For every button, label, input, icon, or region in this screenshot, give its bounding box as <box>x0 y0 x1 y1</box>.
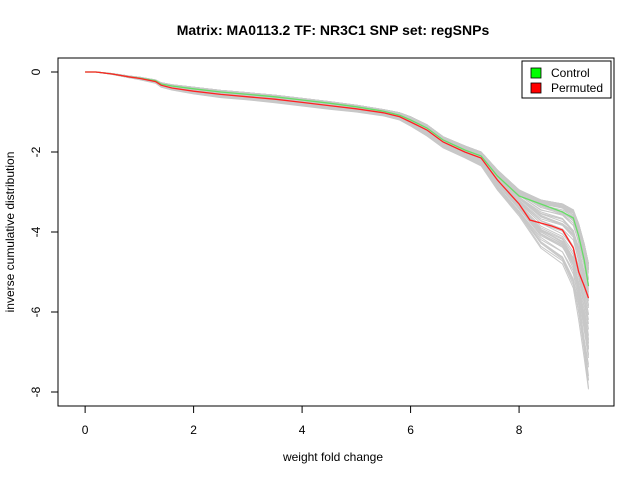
y-tick-label: -4 <box>29 226 43 237</box>
legend: Control Permuted <box>521 60 612 99</box>
x-tick-label: 4 <box>299 423 306 437</box>
permutation-line <box>85 71 589 265</box>
permutation-line <box>85 71 589 268</box>
x-tick-label: 0 <box>82 423 89 437</box>
permutation-line <box>85 71 589 265</box>
series-line-permuted <box>85 71 590 299</box>
permutation-line <box>85 71 589 269</box>
permutation-line <box>85 71 589 350</box>
y-tick-label: -8 <box>29 386 43 397</box>
permutation-line <box>85 71 589 265</box>
permutation-line <box>85 71 589 356</box>
chart-title: Matrix: MA0113.2 TF: NR3C1 SNP set: regS… <box>177 22 490 38</box>
legend-swatch-control <box>530 67 542 79</box>
permutation-line <box>85 71 589 265</box>
y-tick-label: 0 <box>29 68 43 75</box>
permutation-line <box>85 71 589 267</box>
permutation-line <box>85 71 589 365</box>
x-tick-label: 6 <box>407 423 414 437</box>
permutation-line <box>85 71 589 265</box>
permutation-line <box>85 71 589 269</box>
y-axis-label: inverse cumulative distribution <box>3 152 17 313</box>
y-tick-label: -6 <box>29 306 43 317</box>
legend-swatch-permuted <box>530 82 542 94</box>
y-tick-label: -2 <box>29 146 43 157</box>
x-axis: 0 2 4 6 8 <box>82 405 523 437</box>
permutation-line <box>85 71 589 349</box>
legend-label-permuted: Permuted <box>551 81 603 95</box>
permutation-line <box>85 71 589 388</box>
y-axis: 0 -2 -4 -6 -8 <box>29 68 59 397</box>
permutation-line <box>85 71 589 265</box>
legend-label-control: Control <box>551 66 590 80</box>
permutation-line <box>85 71 589 355</box>
permutation-line <box>85 71 589 359</box>
plot-area <box>85 71 590 390</box>
x-tick-label: 8 <box>516 423 523 437</box>
permutation-line <box>85 71 589 270</box>
permutation-line <box>85 71 589 348</box>
permutation-line <box>85 71 589 266</box>
permutation-line <box>85 71 589 269</box>
permutation-line <box>85 71 589 381</box>
permutation-line <box>85 71 589 272</box>
permutation-line <box>85 71 589 265</box>
permutation-line <box>85 71 589 390</box>
permutation-line <box>85 71 589 270</box>
x-tick-label: 2 <box>190 423 197 437</box>
permutation-line <box>85 71 589 348</box>
x-axis-label: weight fold change <box>282 450 383 464</box>
permutation-line <box>85 71 589 377</box>
permutation-line <box>85 71 589 368</box>
permutation-line <box>85 71 589 270</box>
permutation-line <box>85 71 589 381</box>
permutation-line <box>85 71 589 271</box>
permutation-line <box>85 71 589 350</box>
series-line-control <box>85 71 590 287</box>
